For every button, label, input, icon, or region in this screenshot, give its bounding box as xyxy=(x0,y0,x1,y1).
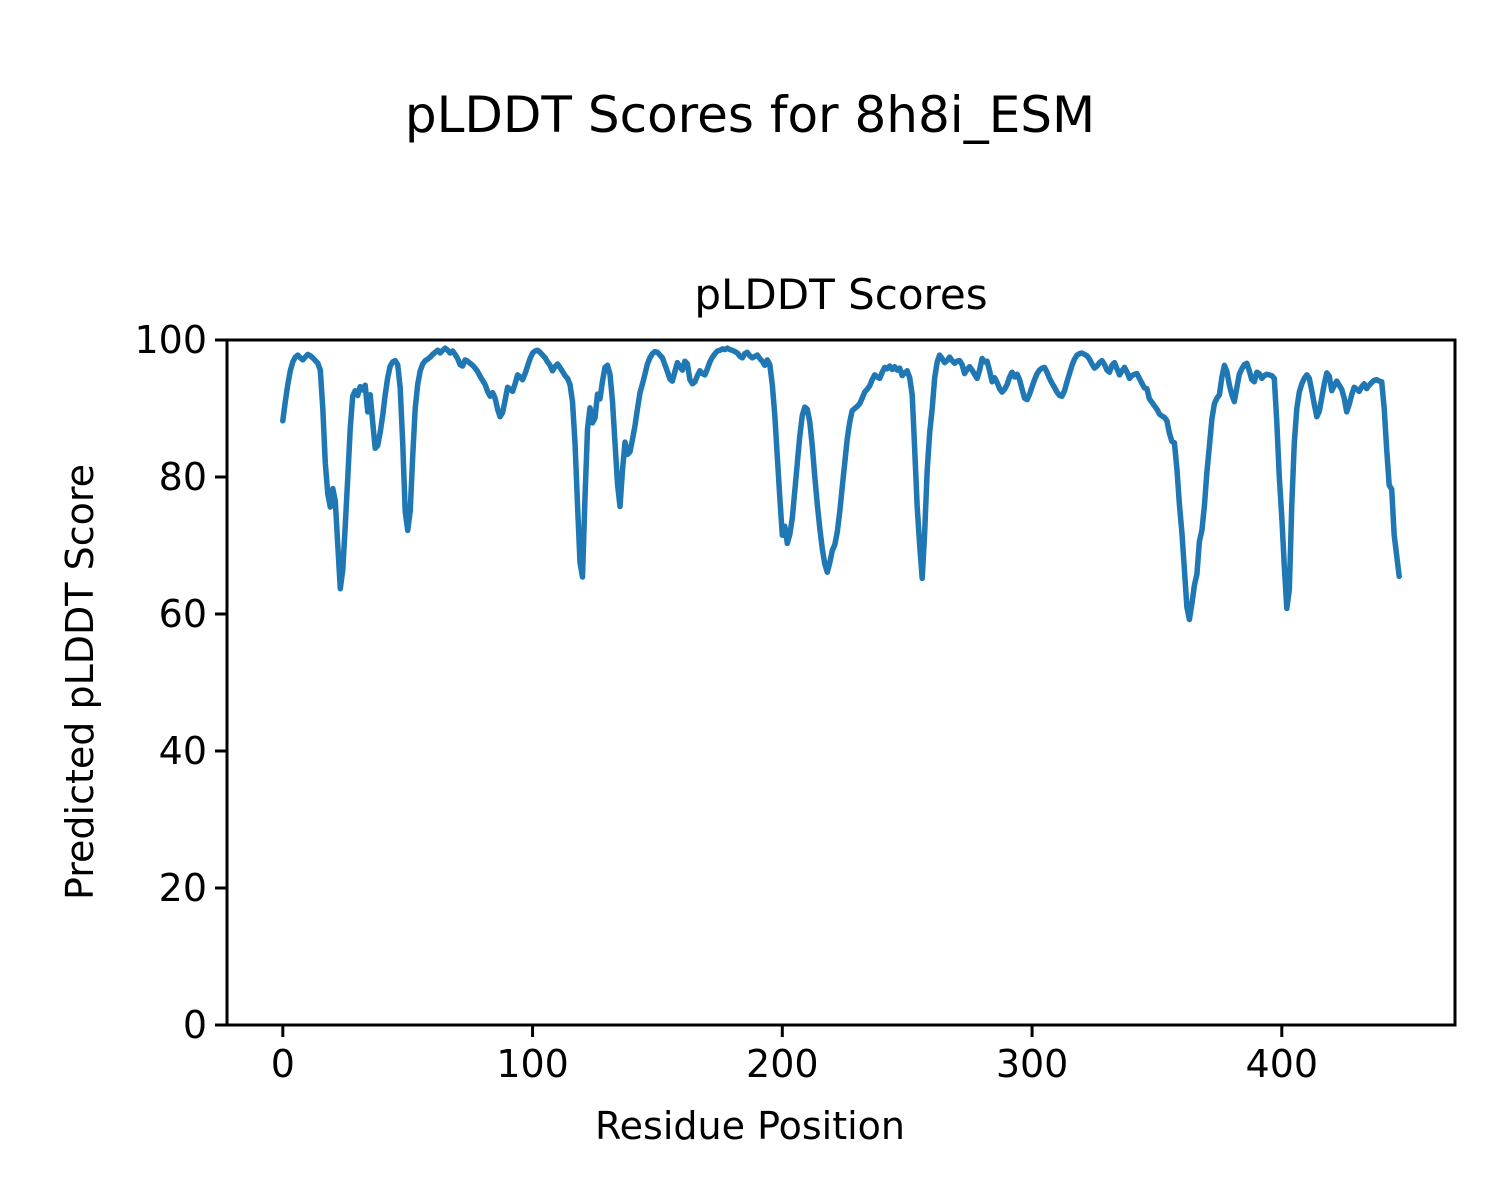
x-tick-label: 200 xyxy=(746,1042,819,1086)
plot-spines xyxy=(225,338,1457,1027)
x-tick-label: 400 xyxy=(1245,1042,1319,1086)
axis-tick-marks xyxy=(215,338,1284,1037)
plddt-score-line xyxy=(280,345,1402,623)
x-tick-label: 0 xyxy=(270,1042,295,1086)
y-tick-label: 20 xyxy=(158,866,207,910)
y-tick-label: 0 xyxy=(182,1003,207,1047)
axes-title: pLDDT Scores xyxy=(694,270,988,319)
x-tick-label: 300 xyxy=(995,1042,1069,1086)
y-tick-label: 100 xyxy=(134,318,207,362)
figure-title: pLDDT Scores for 8h8i_ESM xyxy=(404,86,1096,144)
y-tick-label: 80 xyxy=(158,455,207,499)
x-tick-label: 100 xyxy=(496,1042,569,1086)
y-axis-label: Predicted pLDDT Score xyxy=(58,464,102,900)
y-tick-label: 60 xyxy=(158,592,207,636)
x-axis-label: Residue Position xyxy=(594,1104,906,1148)
y-tick-label: 40 xyxy=(158,729,207,773)
